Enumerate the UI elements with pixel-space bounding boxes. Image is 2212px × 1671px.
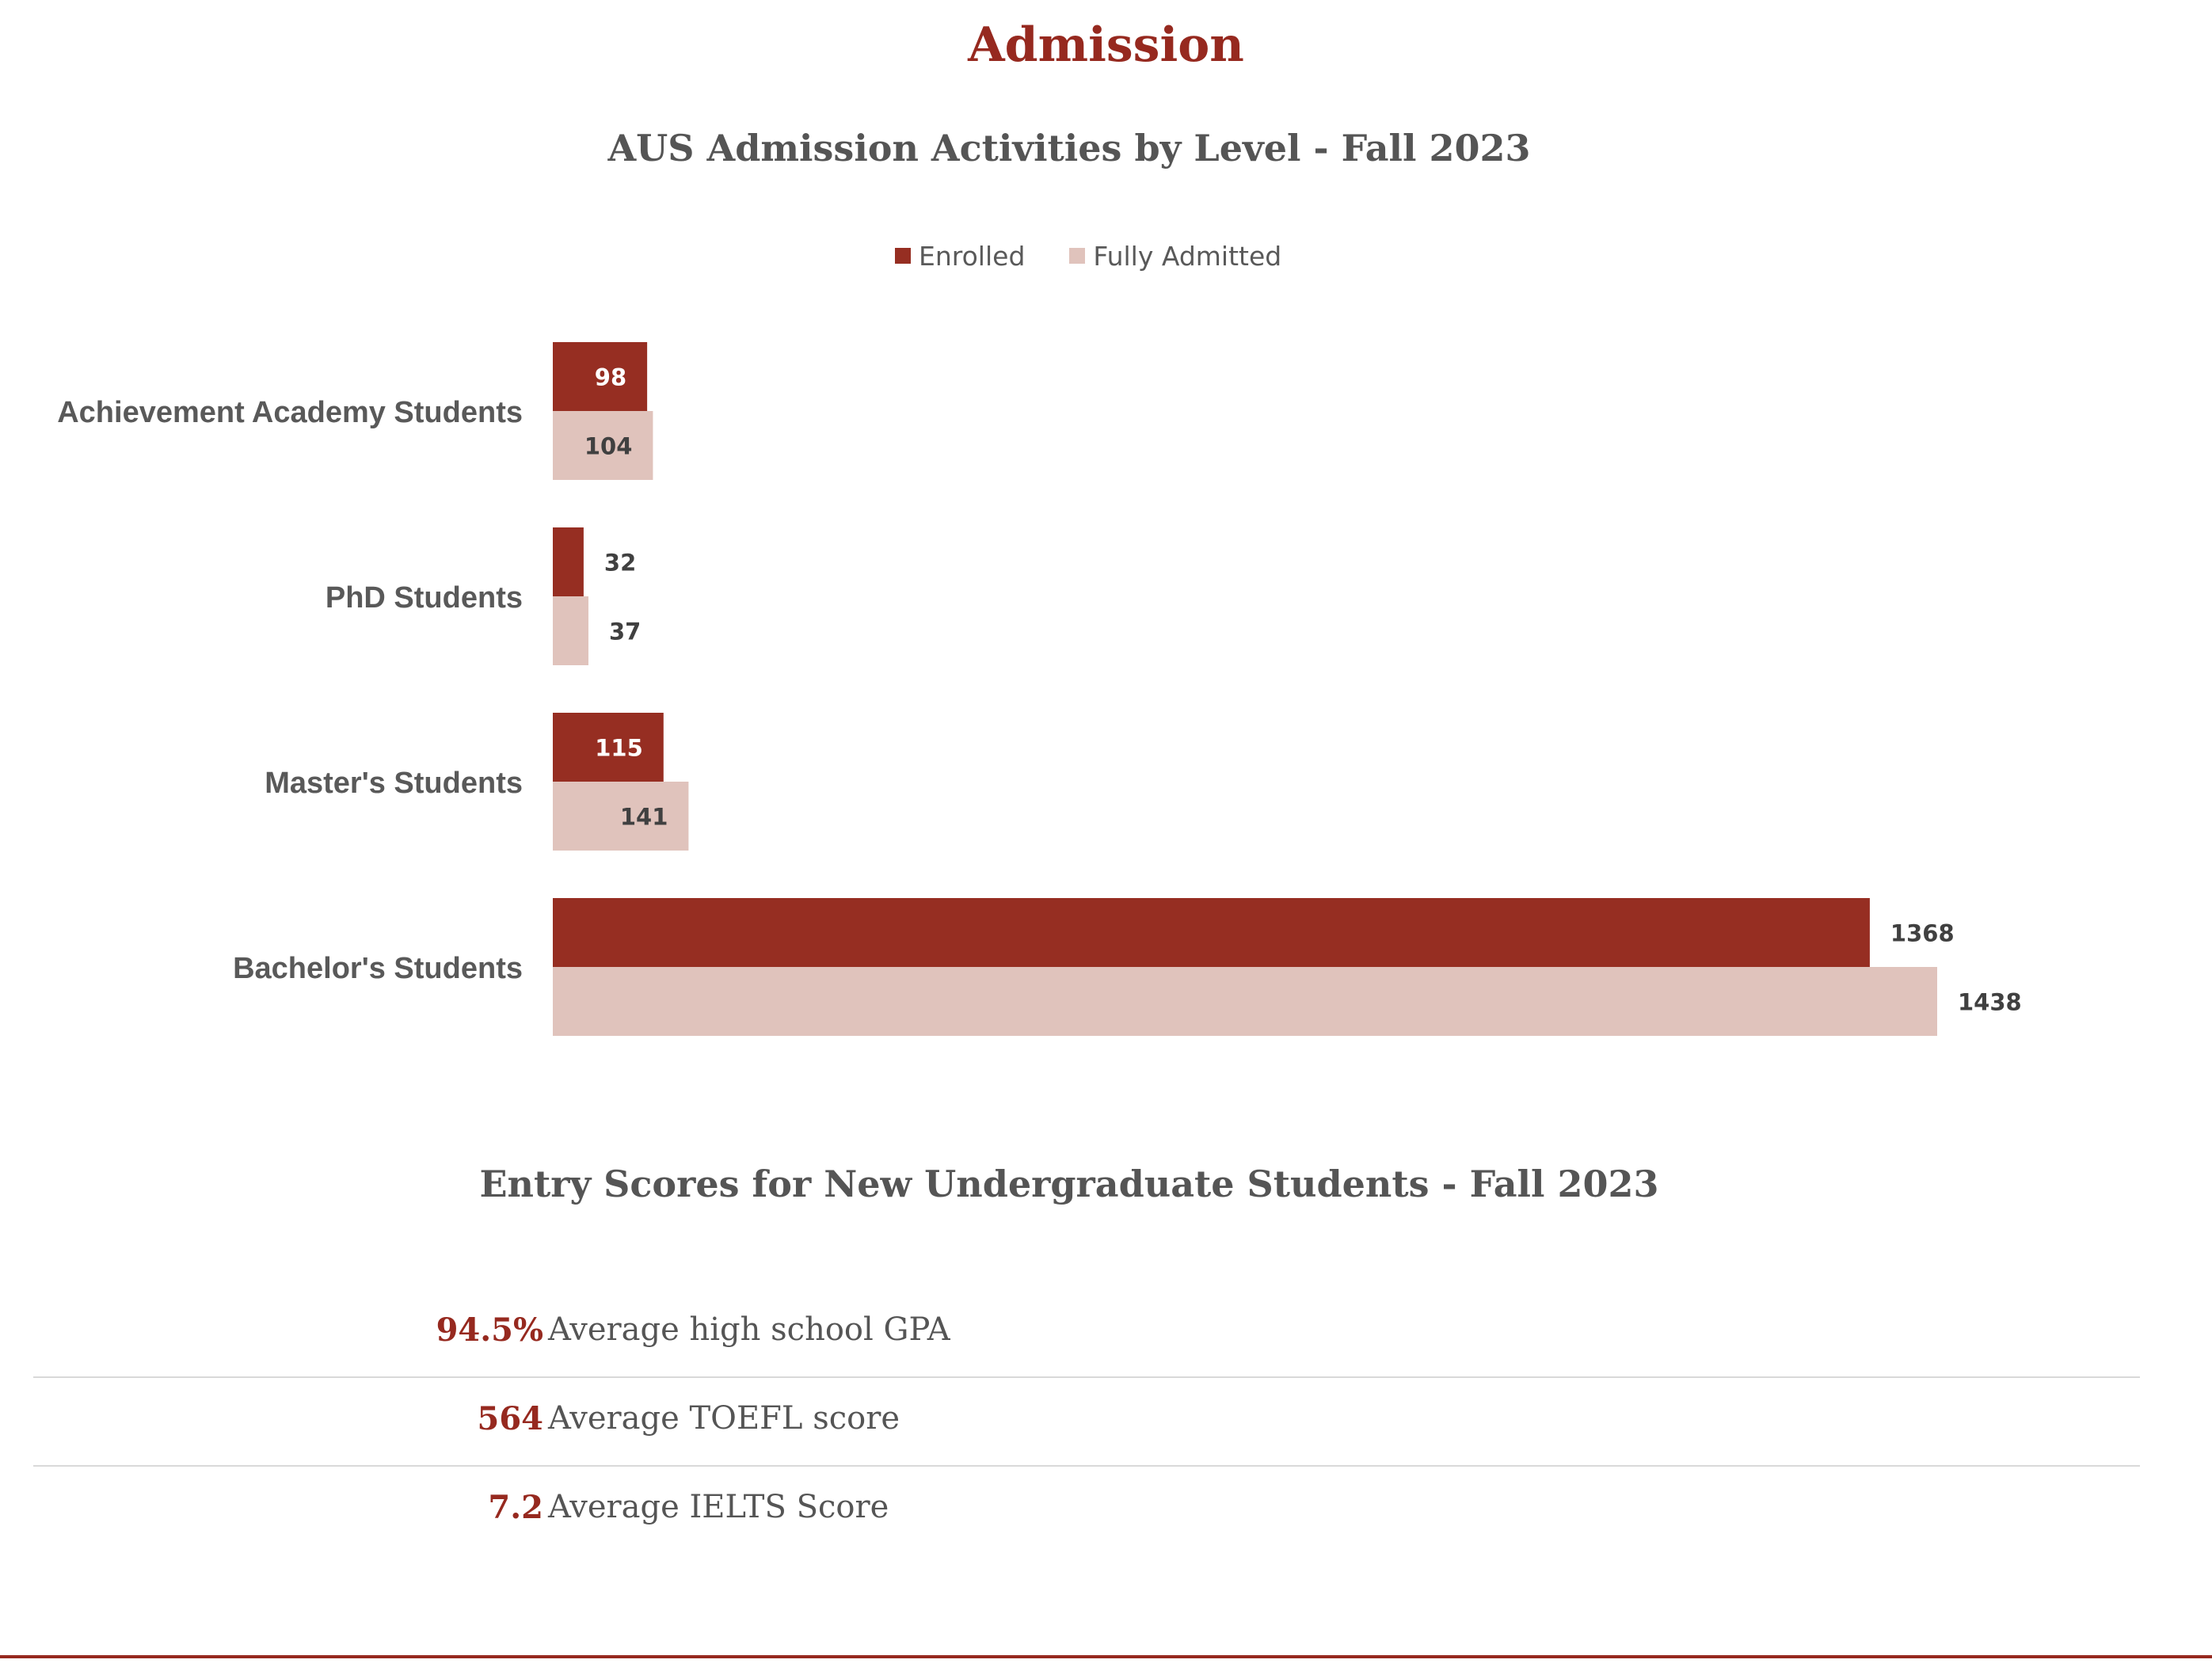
bar-enrolled bbox=[553, 713, 664, 782]
score-label: Average high school GPA bbox=[548, 1311, 950, 1348]
score-value: 564 bbox=[477, 1400, 544, 1437]
bottom-rule bbox=[0, 1655, 2212, 1658]
legend-swatch-enrolled bbox=[895, 248, 911, 264]
score-row-toefl: 564 Average TOEFL score bbox=[33, 1378, 2140, 1467]
bar-fully-admitted bbox=[553, 596, 588, 665]
legend-swatch-fully-admitted bbox=[1069, 248, 1086, 264]
score-label: Average IELTS Score bbox=[548, 1489, 889, 1525]
category-label: PhD Students bbox=[326, 581, 523, 615]
data-label: 98 bbox=[595, 364, 626, 391]
bar-enrolled bbox=[553, 342, 648, 411]
chart-title: AUS Admission Activities by Level - Fall… bbox=[607, 127, 1531, 169]
data-label: 1368 bbox=[1890, 920, 1955, 947]
category-label: Achievement Academy Students bbox=[57, 396, 523, 429]
entry-scores-list: 94.5% Average high school GPA 564 Averag… bbox=[33, 1289, 2140, 1554]
category-label: Bachelor's Students bbox=[233, 952, 523, 985]
bar-enrolled bbox=[553, 898, 1870, 967]
data-label: 1438 bbox=[1958, 989, 2022, 1016]
score-label: Average TOEFL score bbox=[548, 1400, 900, 1437]
score-row-gpa: 94.5% Average high school GPA bbox=[33, 1289, 2140, 1378]
legend-label-fully-admitted: Fully Admitted bbox=[1093, 240, 1282, 272]
score-value: 7.2 bbox=[488, 1489, 543, 1526]
score-row-ielts: 7.2 Average IELTS Score bbox=[33, 1467, 2140, 1554]
bar-enrolled bbox=[553, 527, 584, 596]
score-value: 94.5% bbox=[436, 1311, 543, 1349]
page-title: Admission bbox=[968, 17, 1244, 73]
legend-item-fully-admitted: Fully Admitted bbox=[1069, 241, 1281, 272]
data-label: 32 bbox=[604, 550, 636, 577]
legend-label-enrolled: Enrolled bbox=[919, 240, 1026, 272]
bar-fully-admitted bbox=[553, 411, 653, 480]
category-label: Master's Students bbox=[265, 767, 523, 800]
admission-bar-chart: Achievement Academy Students 98 104 PhD Stu… bbox=[57, 342, 2022, 1036]
bar-fully-admitted bbox=[553, 782, 689, 851]
entry-scores-title: Entry Scores for New Undergraduate Stude… bbox=[479, 1163, 1659, 1205]
bar-fully-admitted bbox=[553, 967, 1937, 1036]
data-label: 115 bbox=[595, 735, 643, 762]
data-label: 141 bbox=[620, 804, 668, 831]
chart-legend: Enrolled Fully Admitted bbox=[895, 236, 1281, 276]
data-label: 37 bbox=[609, 619, 641, 645]
data-label: 104 bbox=[584, 433, 633, 460]
legend-item-enrolled: Enrolled bbox=[895, 241, 1025, 272]
